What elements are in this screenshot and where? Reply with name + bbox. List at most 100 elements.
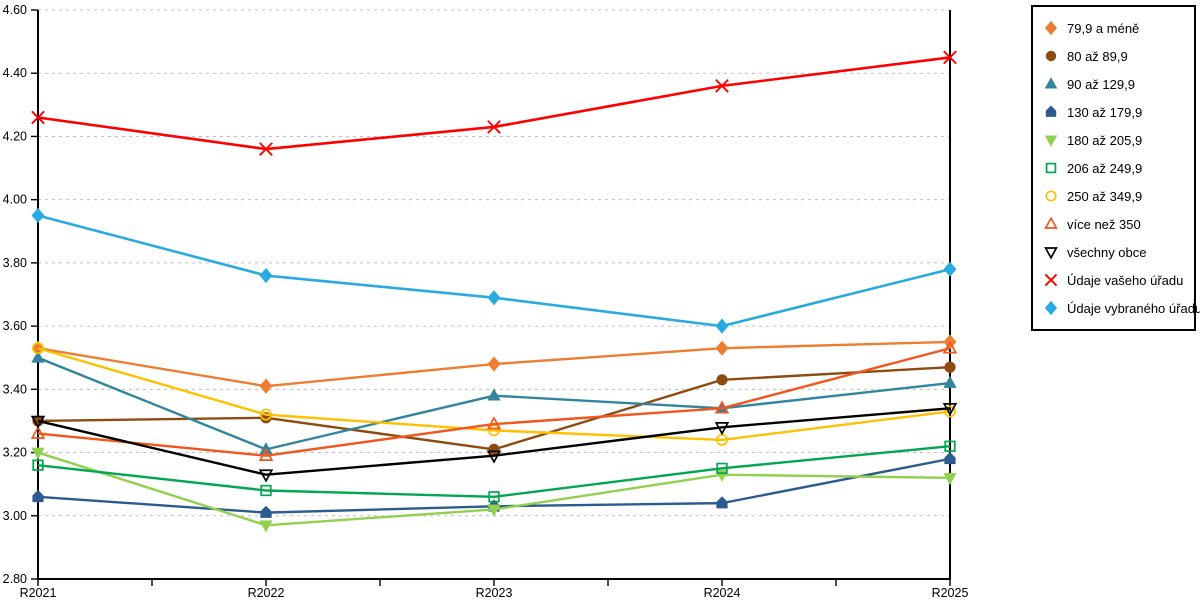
marker-circle-open-icon bbox=[944, 405, 956, 418]
y-axis-tick-label: 4.20 bbox=[3, 129, 27, 143]
marker-square-open-icon bbox=[32, 459, 44, 471]
legend-item: Údaje vybraného úřadu bbox=[1043, 300, 1200, 316]
marker-circle-open-icon bbox=[32, 342, 44, 355]
marker-diamond-icon bbox=[1044, 20, 1058, 36]
legend-item: 80 až 89,9 bbox=[1043, 48, 1190, 64]
marker-triangle-down-open-icon bbox=[258, 469, 274, 483]
legend-label: 130 až 179,9 bbox=[1067, 104, 1143, 120]
marker-triangle-open-icon bbox=[1044, 216, 1058, 229]
marker-x-icon bbox=[715, 78, 729, 93]
series-markers-1 bbox=[32, 361, 956, 455]
legend-item: 79,9 a méně bbox=[1043, 20, 1190, 36]
marker-triangle-open-icon bbox=[30, 425, 46, 439]
series-markers-5 bbox=[32, 440, 956, 503]
series-line-10 bbox=[37, 214, 951, 328]
legend-label: 206 až 249,9 bbox=[1067, 160, 1143, 176]
marker-square-open-icon bbox=[260, 484, 272, 497]
legend-triangle-down-open-icon bbox=[1044, 247, 1058, 260]
marker-triangle-down-open-icon bbox=[486, 450, 502, 464]
legend-label: Údaje vybraného úřadu bbox=[1067, 300, 1200, 316]
marker-triangle-open-icon bbox=[258, 447, 274, 461]
marker-pentagon-icon bbox=[32, 489, 44, 503]
series-line-1 bbox=[37, 366, 951, 451]
series-markers-4 bbox=[31, 447, 957, 533]
legend-label: více než 350 bbox=[1067, 216, 1141, 232]
chart-legend: 79,9 a méně 80 až 89,9 90 až 129,9 130 až 1… bbox=[1031, 5, 1200, 331]
series-markers-10 bbox=[31, 207, 957, 334]
marker-triangle-down-icon bbox=[1044, 135, 1058, 147]
legend-triangle-icon bbox=[1044, 77, 1058, 89]
marker-pentagon-icon bbox=[944, 451, 956, 465]
series-line-6 bbox=[37, 347, 951, 442]
marker-triangle-open-icon bbox=[942, 340, 958, 354]
marker-x-icon bbox=[1044, 273, 1058, 287]
legend-square-open-icon bbox=[1045, 162, 1057, 174]
legend-item: 90 až 129,9 bbox=[1043, 76, 1190, 92]
marker-triangle-down-open-icon bbox=[1044, 247, 1058, 260]
y-axis-tick-label: 3.80 bbox=[3, 256, 27, 270]
y-axis-tick-label: 4.60 bbox=[3, 3, 27, 17]
y-axis-tick-label: 3.00 bbox=[3, 509, 27, 523]
marker-diamond-icon bbox=[1044, 300, 1058, 316]
legend-item: Údaje vašeho úřadu bbox=[1043, 272, 1190, 288]
legend-triangle-open-icon bbox=[1044, 216, 1058, 229]
marker-diamond-icon bbox=[487, 356, 501, 372]
marker-x-icon bbox=[943, 50, 957, 65]
marker-circle-open-icon bbox=[260, 408, 272, 421]
marker-circle-icon bbox=[944, 361, 956, 373]
marker-circle-open-icon bbox=[1045, 190, 1057, 202]
series-line-8 bbox=[37, 407, 951, 476]
marker-triangle-down-icon bbox=[943, 472, 957, 486]
legend-x-icon bbox=[1044, 273, 1058, 287]
marker-x-icon bbox=[31, 110, 45, 125]
marker-diamond-icon bbox=[259, 378, 273, 394]
legend-circle-icon bbox=[1045, 50, 1057, 62]
y-axis-tick-label: 2.80 bbox=[3, 572, 27, 586]
legend-item: více než 350 bbox=[1043, 216, 1190, 232]
marker-x-icon bbox=[259, 142, 273, 156]
legend-circle-open-icon bbox=[1045, 190, 1057, 202]
legend-item: 180 až 205,9 bbox=[1043, 132, 1190, 148]
legend-item: 206 až 249,9 bbox=[1043, 160, 1190, 176]
marker-triangle-open-icon bbox=[486, 416, 502, 430]
marker-diamond-icon bbox=[31, 207, 45, 224]
marker-square-open-icon bbox=[488, 491, 500, 503]
series-markers-9 bbox=[31, 50, 957, 156]
legend-item: 130 až 179,9 bbox=[1043, 104, 1190, 120]
marker-triangle-down-icon bbox=[31, 447, 45, 460]
legend-label: 80 až 89,9 bbox=[1067, 48, 1128, 64]
marker-diamond-icon bbox=[487, 290, 501, 306]
legend-diamond-icon bbox=[1044, 300, 1058, 316]
marker-square-open-icon bbox=[1045, 162, 1057, 174]
marker-triangle-down-open-icon bbox=[30, 415, 46, 429]
y-axis-tick-label: 4.40 bbox=[3, 66, 27, 80]
marker-triangle-down-icon bbox=[487, 504, 501, 517]
marker-circle-icon bbox=[716, 374, 728, 386]
legend-diamond-icon bbox=[1044, 20, 1058, 36]
y-axis-tick-label: 3.60 bbox=[3, 319, 27, 333]
marker-pentagon-icon bbox=[716, 496, 728, 509]
marker-circle-open-icon bbox=[488, 424, 500, 437]
marker-triangle-icon bbox=[943, 375, 957, 388]
series-markers-8 bbox=[30, 403, 958, 483]
legend-label: Údaje vašeho úřadu bbox=[1067, 272, 1184, 288]
marker-diamond-icon bbox=[943, 261, 957, 277]
legend-label: 180 až 205,9 bbox=[1067, 132, 1143, 148]
marker-diamond-icon bbox=[715, 318, 729, 334]
legend-pentagon-icon bbox=[1045, 105, 1057, 117]
marker-pentagon-icon bbox=[260, 505, 272, 518]
marker-circle-icon bbox=[488, 443, 500, 455]
y-axis-tick-label: 3.40 bbox=[3, 382, 27, 396]
series-line-7 bbox=[37, 347, 951, 457]
marker-pentagon-icon bbox=[1045, 105, 1057, 117]
marker-diamond-icon bbox=[715, 340, 729, 356]
marker-circle-icon bbox=[1045, 50, 1057, 62]
marker-triangle-icon bbox=[1044, 77, 1058, 89]
legend-label: 250 až 349,9 bbox=[1067, 188, 1143, 204]
marker-triangle-open-icon bbox=[714, 400, 730, 414]
marker-triangle-down-open-icon bbox=[714, 422, 730, 436]
series-line-9 bbox=[37, 56, 951, 151]
x-axis-tick-label: R2021 bbox=[20, 586, 57, 600]
x-axis-tick-label: R2023 bbox=[476, 586, 513, 600]
